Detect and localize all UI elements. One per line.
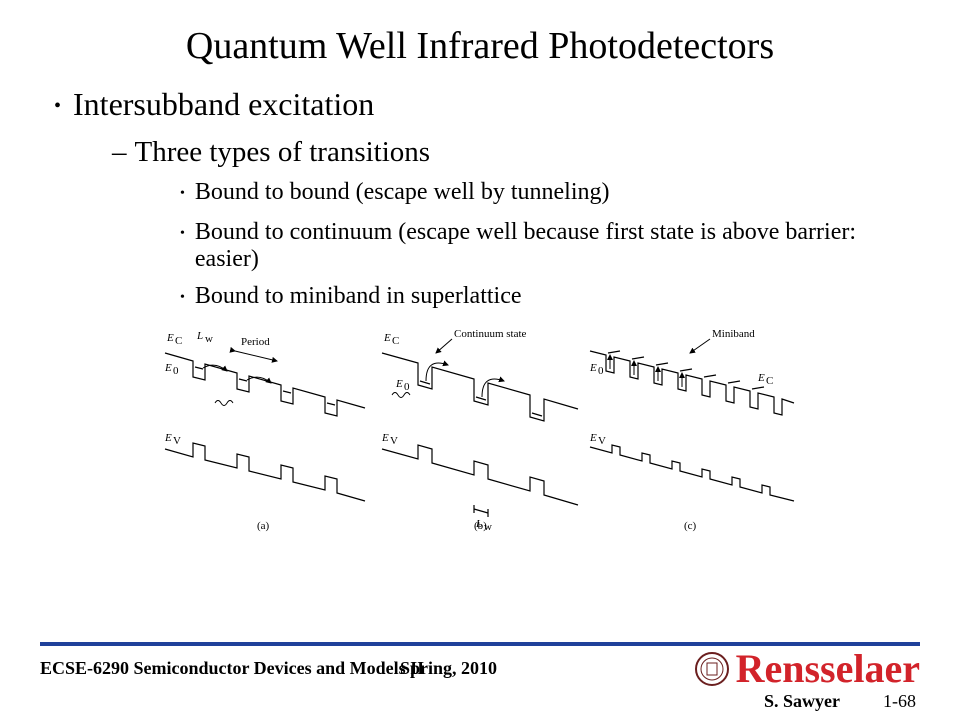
svg-text:E: E xyxy=(757,372,765,384)
svg-text:E: E xyxy=(381,432,389,444)
svg-text:C: C xyxy=(766,375,773,387)
svg-text:Miniband: Miniband xyxy=(712,328,755,340)
band-diagram: .l { stroke:#000; stroke-width:1.2; fill… xyxy=(160,323,800,533)
svg-text:Period: Period xyxy=(241,336,270,348)
seal-icon xyxy=(694,651,730,687)
bullet-text: Three types of transitions xyxy=(135,136,921,169)
svg-text:E: E xyxy=(164,432,172,444)
svg-text:E: E xyxy=(589,362,597,374)
slide-title: Quantum Well Infrared Photodetectors xyxy=(40,24,920,68)
bullet-level2: – Three types of transitions xyxy=(112,136,920,169)
footer-author: S. Sawyer xyxy=(764,691,840,712)
bullet-marker: • xyxy=(54,86,61,126)
svg-text:V: V xyxy=(173,435,181,447)
svg-text:V: V xyxy=(598,435,606,447)
bullet-marker: • xyxy=(180,283,185,313)
bullet-text: Intersubband excitation xyxy=(73,86,920,126)
bullet-level3: • Bound to bound (escape well by tunneli… xyxy=(180,179,920,209)
svg-text:E: E xyxy=(395,378,403,390)
bullet-level3: • Bound to miniband in superlattice xyxy=(180,283,920,313)
svg-text:w: w xyxy=(205,333,213,345)
svg-text:0: 0 xyxy=(404,381,410,393)
footer-term: Spring, 2010 xyxy=(400,658,497,679)
bullet-marker: • xyxy=(180,219,185,273)
bullet-text: Bound to bound (escape well by tunneling… xyxy=(195,179,920,209)
bullet-marker: • xyxy=(180,179,185,209)
svg-text:E: E xyxy=(383,332,391,344)
svg-text:V: V xyxy=(390,435,398,447)
svg-text:C: C xyxy=(392,335,399,347)
bullet-text: Bound to continuum (escape well because … xyxy=(195,219,920,273)
svg-text:E: E xyxy=(166,332,174,344)
svg-text:0: 0 xyxy=(598,365,604,377)
svg-text:Continuum state: Continuum state xyxy=(454,328,527,340)
bullet-marker: – xyxy=(112,136,127,169)
page-number: 1-68 xyxy=(883,691,916,712)
bullet-text: Bound to miniband in superlattice xyxy=(195,283,920,313)
slide-footer: ECSE-6290 Semiconductor Devices and Mode… xyxy=(40,645,920,692)
svg-text:C: C xyxy=(175,335,182,347)
rensselaer-logo: Rensselaer xyxy=(694,645,920,692)
svg-text:(c): (c) xyxy=(684,520,697,532)
svg-text:(a): (a) xyxy=(257,520,270,532)
svg-text:E: E xyxy=(164,362,172,374)
svg-text:L: L xyxy=(196,330,203,342)
svg-text:E: E xyxy=(589,432,597,444)
logo-text: Rensselaer xyxy=(736,645,920,692)
footer-course: ECSE-6290 Semiconductor Devices and Mode… xyxy=(40,658,424,679)
bullet-level1: • Intersubband excitation xyxy=(54,86,920,126)
slide-container: Quantum Well Infrared Photodetectors • I… xyxy=(0,0,960,720)
svg-text:0: 0 xyxy=(173,365,179,377)
bullet-level3: • Bound to continuum (escape well becaus… xyxy=(180,219,920,273)
svg-text:(b): (b) xyxy=(474,520,487,532)
